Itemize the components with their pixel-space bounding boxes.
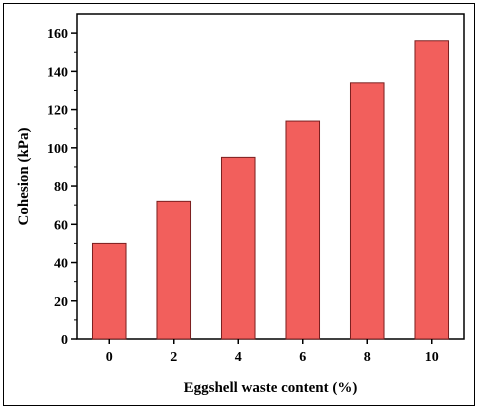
y-tick-label-100: 100 xyxy=(47,142,68,157)
x-tick-label-6: 6 xyxy=(299,350,306,365)
x-tick-label-0: 0 xyxy=(106,350,113,365)
y-tick-label-80: 80 xyxy=(54,180,68,195)
bar-2 xyxy=(156,200,192,340)
x-axis-title: Eggshell waste content (%) xyxy=(184,380,358,396)
x-axis-ticks: 0 2 4 6 8 10 xyxy=(106,339,439,365)
y-tick-label-40: 40 xyxy=(54,257,68,272)
x-tick-label-4: 4 xyxy=(235,350,242,365)
y-tick-label-120: 120 xyxy=(47,104,68,119)
bar-4 xyxy=(220,156,256,340)
y-tick-label-60: 60 xyxy=(54,218,68,233)
bar-10 xyxy=(414,40,450,340)
bar-6 xyxy=(285,120,321,340)
y-axis-title: Cohesion (kPa) xyxy=(16,128,32,226)
y-tick-label-20: 20 xyxy=(54,295,68,310)
plot-box xyxy=(76,13,465,340)
y-tick-label-160: 160 xyxy=(47,27,68,42)
bar-8 xyxy=(349,82,385,340)
x-tick-label-10: 10 xyxy=(425,350,439,365)
bars xyxy=(91,40,450,340)
x-tick-label-8: 8 xyxy=(364,350,371,365)
x-tick-label-2: 2 xyxy=(170,350,177,365)
y-axis-ticks: 0 20 40 60 80 100 120 140 160 xyxy=(47,27,77,348)
bar-0 xyxy=(91,242,127,340)
plot-area: 0 20 40 60 80 100 120 140 160 0 2 4 6 8 10 xyxy=(47,13,465,365)
y-tick-label-0: 0 xyxy=(61,333,68,348)
y-tick-label-140: 140 xyxy=(47,65,68,80)
